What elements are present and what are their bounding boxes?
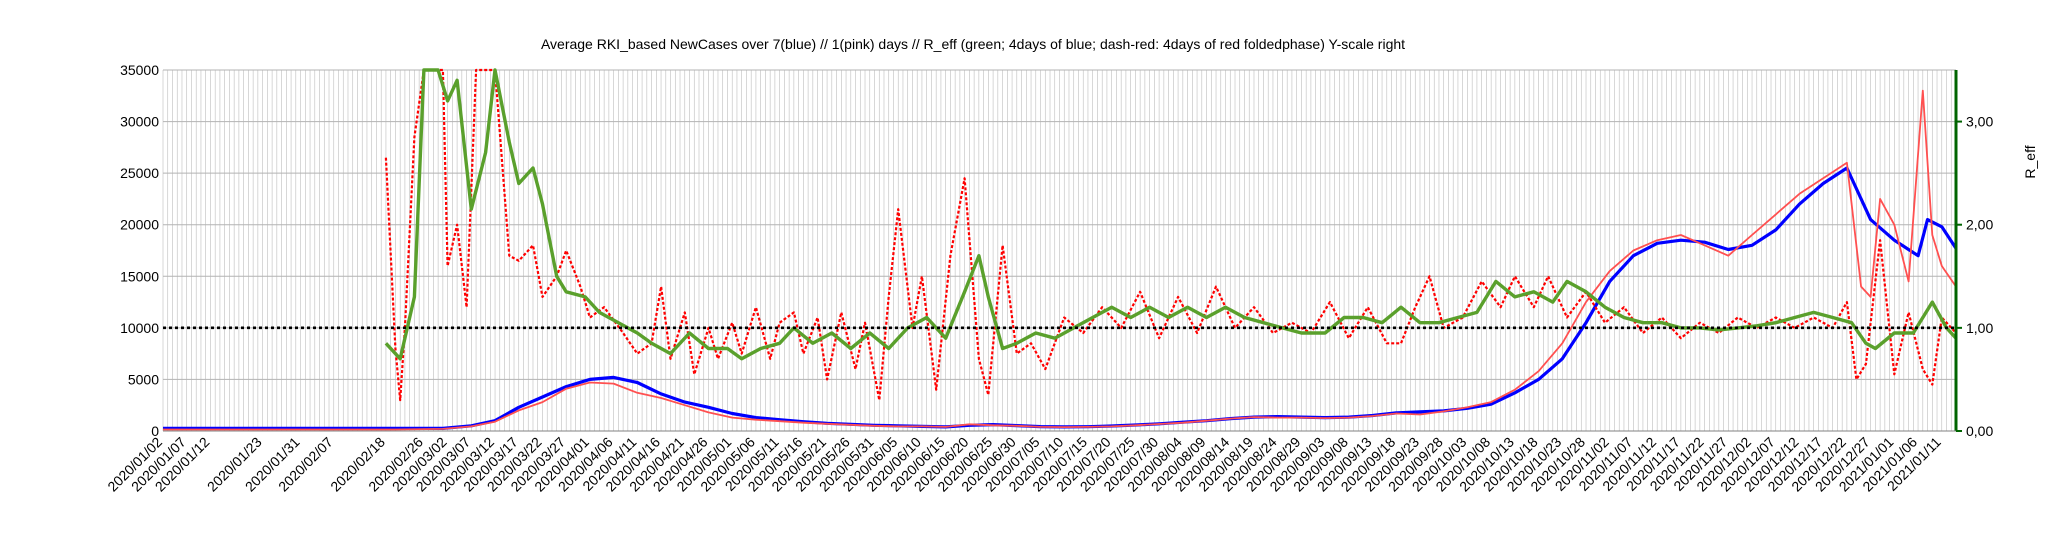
grid bbox=[162, 69, 1957, 432]
left-tick-label: 15000 bbox=[120, 268, 159, 284]
x-axis-ticks: 2020/01/022020/01/072020/01/122020/01/23… bbox=[104, 434, 1944, 495]
left-tick-label: 5000 bbox=[128, 371, 159, 387]
series-line-1 bbox=[163, 89, 1957, 431]
right-tick-label: 3,00 bbox=[1966, 114, 1993, 130]
right-tick-label: 1,00 bbox=[1966, 320, 1993, 336]
right-axis-label: R_eff bbox=[2022, 145, 2038, 178]
left-tick-label: 10000 bbox=[120, 320, 159, 336]
left-tick-label: 0 bbox=[151, 423, 159, 439]
left-tick-label: 35000 bbox=[120, 62, 159, 78]
left-tick-label: 30000 bbox=[120, 114, 159, 130]
right-tick-label: 2,00 bbox=[1966, 217, 1993, 233]
left-y-axis-ticks: 0 5000 10000 15000 20000 25000 30000 35000 bbox=[120, 62, 159, 439]
series-line-2 bbox=[384, 68, 1957, 402]
right-y-axis-ticks: 0,00 1,00 2,00 3,00 bbox=[1956, 114, 1993, 439]
chart-title: Average RKI_based NewCases over 7(blue) … bbox=[541, 36, 1405, 52]
right-tick-label: 0,00 bbox=[1966, 423, 1993, 439]
series-line-3 bbox=[384, 68, 1958, 361]
left-tick-label: 20000 bbox=[120, 217, 159, 233]
left-tick-label: 25000 bbox=[120, 165, 159, 181]
